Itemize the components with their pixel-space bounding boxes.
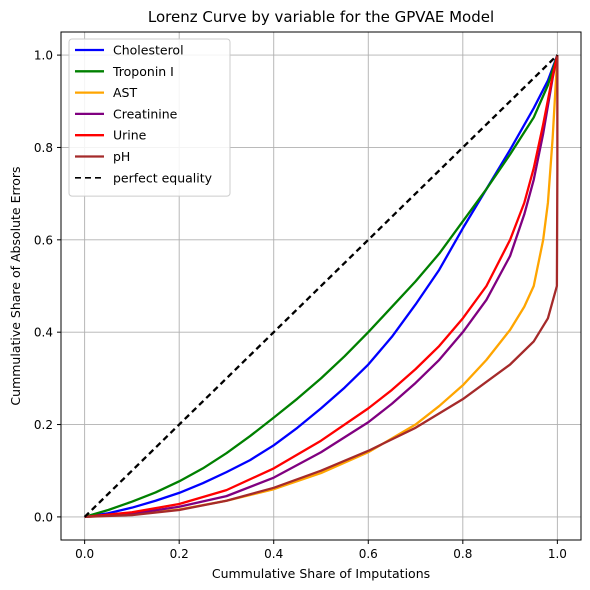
legend-label-troponin-i: Troponin I (112, 64, 174, 79)
x-tick-label: 1.0 (548, 547, 567, 561)
series-line-cholesterol (84, 54, 559, 519)
chart-title: Lorenz Curve by variable for the GPVAE M… (148, 8, 494, 26)
legend-label-ast: AST (113, 85, 137, 100)
y-tick-label: 0.8 (34, 141, 53, 155)
legend-label-ph: pH (113, 149, 130, 164)
legend-label-cholesterol: Cholesterol (113, 43, 184, 58)
plot-area-frame (60, 31, 582, 541)
series-lines (83, 54, 559, 519)
x-tick-label: 0.4 (264, 547, 283, 561)
legend-label-urine: Urine (113, 128, 147, 143)
legend-box (68, 38, 231, 197)
y-tick-label: 0.2 (34, 418, 53, 432)
y-tick-label: 0.4 (34, 326, 53, 340)
y-tick-label: 0.6 (34, 233, 53, 247)
y-tick-label: 0.0 (34, 510, 53, 524)
series-line-ph (84, 55, 559, 519)
x-tick-label: 0.2 (170, 547, 189, 561)
legend: Cholesterol Troponin I AST Creatinine Urine p… (68, 38, 231, 197)
axis-ticks: 0.0 0.2 0.4 0.6 0.8 1.0 0.0 0.2 0.4 0.6 0.8 1.0 (34, 49, 567, 561)
y-axis-label: Cummulative Share of Absolute Errors (8, 166, 23, 405)
y-tick-label: 1.0 (34, 49, 53, 63)
x-tick-label: 0.0 (75, 547, 94, 561)
x-tick-label: 0.8 (453, 547, 472, 561)
series-line-urine (84, 54, 559, 519)
legend-label-perfect-equality: perfect equality (113, 170, 213, 185)
series-line-creatinine (84, 54, 559, 519)
x-tick-label: 0.6 (359, 547, 378, 561)
series-line-perfect-equality (83, 54, 559, 518)
x-axis-label: Cummulative Share of Imputations (212, 566, 430, 581)
series-line-troponin-i (84, 54, 559, 519)
grid (61, 32, 581, 540)
legend-label-creatinine: Creatinine (113, 106, 178, 121)
